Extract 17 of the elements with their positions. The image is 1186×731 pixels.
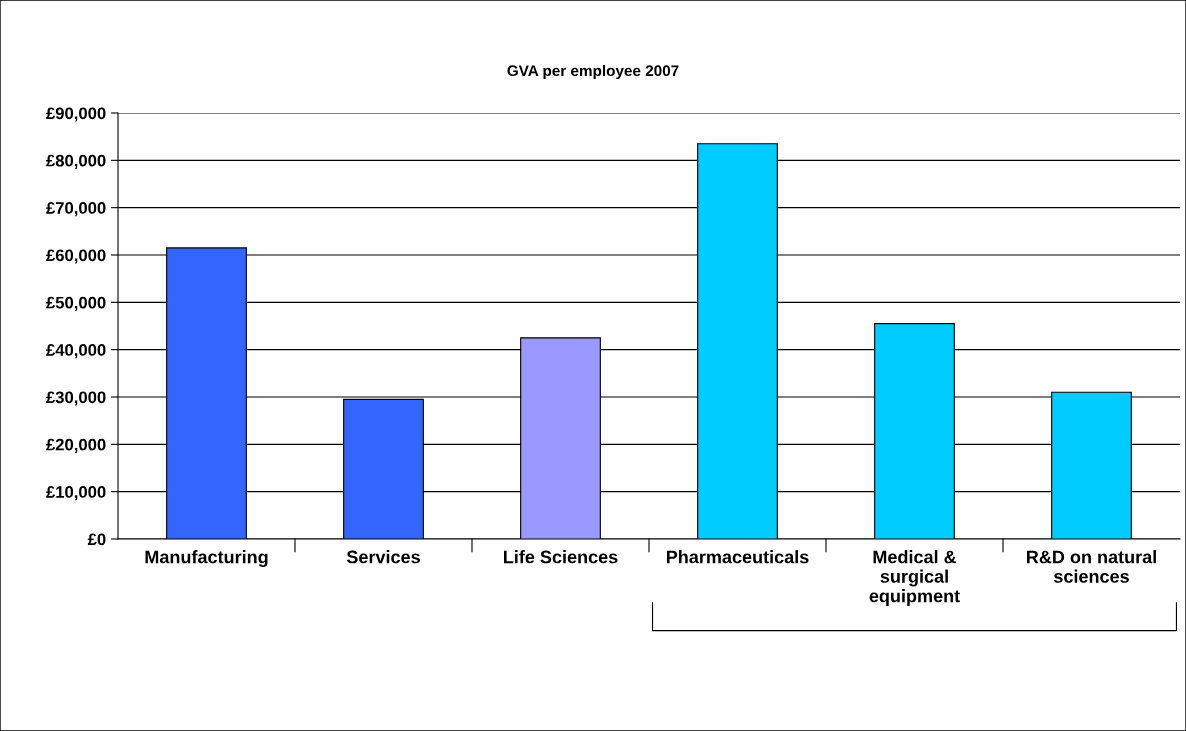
y-tick-label: £0 — [87, 533, 106, 546]
y-tick-label: £10,000 — [46, 486, 106, 501]
y-tick-label: £70,000 — [46, 202, 106, 217]
chart-title: GVA per employee 2007 — [507, 64, 679, 80]
y-tick-label: £60,000 — [46, 249, 106, 264]
x-tick-label: Life Sciences — [504, 550, 618, 564]
x-tick-label: R&D on natural sciences — [1027, 550, 1156, 583]
y-tick-label: £80,000 — [46, 154, 106, 169]
x-tick-label: Manufacturing — [145, 550, 268, 568]
x-tick-label: Services — [346, 550, 420, 564]
y-tick-label: £30,000 — [46, 391, 106, 406]
y-tick-label: £50,000 — [46, 296, 106, 311]
x-tick-label: Medical & surgical equipment — [869, 550, 960, 606]
y-tick-label: £20,000 — [46, 438, 106, 453]
y-tick-label: £90,000 — [46, 107, 106, 122]
x-tick-label: Pharmaceuticals — [666, 550, 809, 564]
y-tick-label: £40,000 — [46, 344, 106, 359]
